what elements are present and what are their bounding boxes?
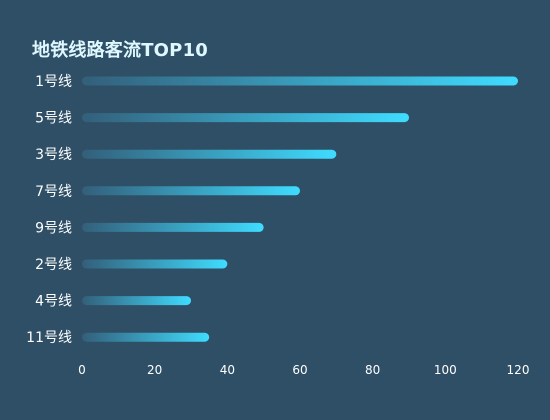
category-label-4: 7号线 bbox=[35, 184, 72, 200]
bars-layer bbox=[82, 76, 518, 342]
x-tick-label-4: 80 bbox=[365, 363, 380, 377]
x-tick-label-3: 60 bbox=[292, 363, 307, 377]
bar-7 bbox=[82, 296, 191, 306]
bar-3 bbox=[82, 149, 337, 159]
category-label-5: 9号线 bbox=[35, 220, 72, 236]
bar-4 bbox=[82, 186, 300, 196]
bar-5 bbox=[82, 222, 264, 232]
x-tick-label-6: 120 bbox=[507, 363, 530, 377]
x-tick-label-2: 40 bbox=[220, 363, 235, 377]
x-tick-label-1: 20 bbox=[147, 363, 162, 377]
category-label-6: 2号线 bbox=[35, 257, 72, 273]
category-label-7: 4号线 bbox=[35, 294, 72, 310]
category-labels: 1号线 5号线 3号线 7号线 9号线 2号线 4号线 11号线 bbox=[26, 74, 72, 346]
x-tick-label-5: 100 bbox=[434, 363, 457, 377]
bar-8 bbox=[82, 332, 210, 342]
x-tick-label-0: 0 bbox=[78, 363, 86, 377]
bar-1 bbox=[82, 76, 518, 86]
bar-2 bbox=[82, 113, 409, 123]
category-label-8: 11号线 bbox=[26, 330, 72, 346]
category-label-2: 5号线 bbox=[35, 111, 72, 127]
chart-title: 地铁线路客流TOP10 bbox=[32, 40, 209, 61]
bar-6 bbox=[82, 259, 228, 269]
category-label-1: 1号线 bbox=[35, 74, 72, 90]
x-axis-tick-labels: 0 20 40 60 80 100 120 bbox=[78, 363, 529, 377]
category-label-3: 3号线 bbox=[35, 147, 72, 163]
